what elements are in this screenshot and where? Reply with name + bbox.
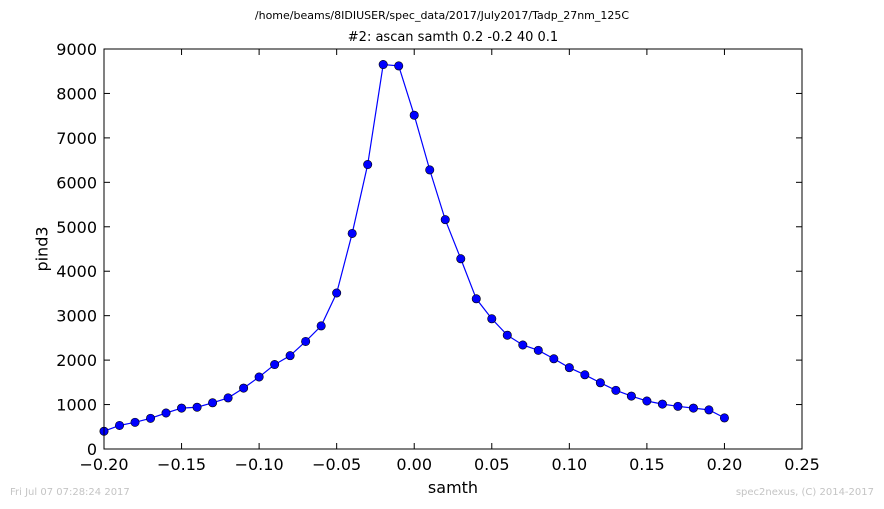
x-tick-label: −0.20 [79, 455, 128, 474]
data-point [115, 420, 125, 430]
y-tick-label: 7000 [56, 129, 97, 148]
x-tick-label: −0.10 [235, 455, 284, 474]
x-tick-label: −0.15 [157, 455, 206, 474]
data-point [316, 321, 326, 331]
credit-footer: spec2nexus, (C) 2014-2017 [735, 487, 874, 498]
data-point [208, 398, 218, 408]
data-point [673, 401, 683, 411]
x-axis-label: samth [427, 478, 479, 497]
data-point [704, 405, 714, 415]
data-point [471, 294, 481, 304]
data-point [688, 403, 698, 413]
data-point [518, 340, 528, 350]
data-point [301, 336, 311, 346]
y-axis-label: pind3 [32, 226, 52, 272]
data-point [192, 402, 202, 412]
data-point [657, 399, 667, 409]
data-point [254, 372, 264, 382]
y-tick-label: 6000 [56, 173, 97, 192]
data-point [409, 110, 419, 120]
x-tick-label: 0.15 [629, 455, 665, 474]
x-tick-label: 0.00 [396, 455, 432, 474]
x-tick-label: 0.25 [784, 455, 820, 474]
data-point [285, 351, 295, 361]
y-tick-label: 3000 [56, 307, 97, 326]
data-point [130, 417, 140, 427]
data-point [146, 413, 156, 423]
chart-title: #2: ascan samth 0.2 -0.2 40 0.1 [347, 30, 559, 45]
x-tick-label: −0.05 [312, 455, 361, 474]
data-point [363, 160, 373, 170]
data-point [487, 314, 497, 324]
data-point [642, 396, 652, 406]
y-tick-label: 8000 [56, 84, 97, 103]
data-point [719, 413, 729, 423]
y-tick-label: 2000 [56, 351, 97, 370]
data-point [456, 254, 466, 264]
data-point [502, 330, 512, 340]
y-tick-label: 0 [87, 440, 97, 459]
data-point [425, 165, 435, 175]
data-point [595, 378, 605, 388]
axes-layer: −0.20 −0.15 −0.10 −0.05 0.00 0.05 0.10 0.15 0.20… [56, 40, 820, 474]
file-path-header: /home/beams/8IDIUSER/spec_data/2017/July… [254, 9, 630, 22]
data-point [549, 354, 559, 364]
timestamp-footer: Fri Jul 07 07:28:24 2017 [10, 487, 130, 498]
x-tick-label: 0.05 [474, 455, 510, 474]
plot-frame [103, 48, 803, 450]
data-point [564, 363, 574, 373]
data-point [332, 288, 342, 298]
data-point [378, 60, 388, 70]
data-point [177, 403, 187, 413]
data-point [533, 345, 543, 355]
data-point [347, 228, 357, 238]
x-tick-label: 0.10 [552, 455, 588, 474]
y-tick-label: 9000 [56, 40, 97, 59]
x-tick-label: 0.20 [707, 455, 743, 474]
data-point [626, 391, 636, 401]
y-tick-label: 4000 [56, 262, 97, 281]
data-point [239, 383, 249, 393]
y-tick-label: 5000 [56, 218, 97, 237]
series-layer [99, 60, 729, 436]
data-point [161, 408, 171, 418]
y-tick-label: 1000 [56, 396, 97, 415]
data-point [223, 393, 233, 403]
data-point [611, 385, 621, 395]
data-point [580, 370, 590, 380]
data-point [270, 360, 280, 370]
data-point [440, 215, 450, 225]
data-point [394, 61, 404, 71]
